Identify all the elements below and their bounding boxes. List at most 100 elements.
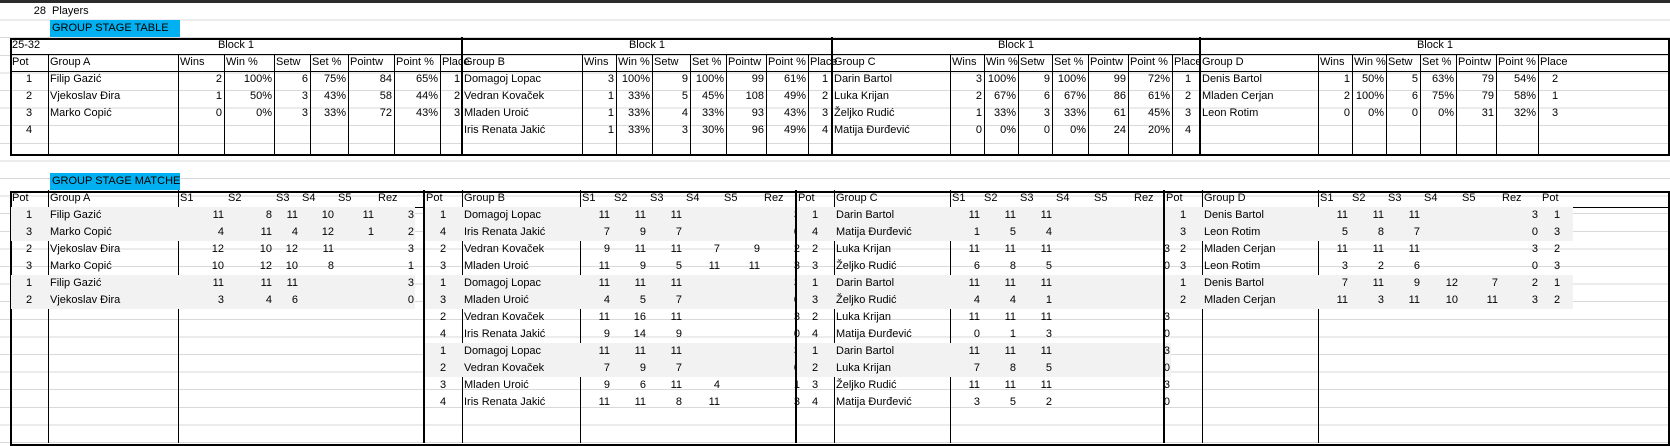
match-cell[interactable]: 8	[327, 260, 334, 272]
table-cell[interactable]: 32%	[1513, 107, 1536, 119]
block-title-group-d[interactable]: Block 1	[1416, 39, 1454, 51]
match-header-pot[interactable]: Pot	[1166, 192, 1183, 204]
match-cell[interactable]: 11	[1408, 294, 1420, 306]
match-cell[interactable]: 6	[291, 294, 298, 306]
table-cell[interactable]: 1	[25, 73, 33, 85]
match-cell[interactable]: 3	[439, 294, 447, 306]
match-cell[interactable]	[1054, 360, 1092, 377]
match-cell[interactable]: 3	[1531, 243, 1538, 255]
table-cell[interactable]: 0	[975, 124, 982, 136]
table-cell[interactable]: 1	[607, 124, 614, 136]
match-cell[interactable]: 1	[25, 277, 33, 289]
match-cell[interactable]	[722, 377, 762, 394]
match-cell[interactable]: 11	[708, 396, 720, 408]
match-header-s4[interactable]: S4	[1424, 192, 1438, 204]
match-header-s2[interactable]: S2	[1352, 192, 1366, 204]
match-cell[interactable]	[1092, 292, 1132, 309]
match-cell[interactable]: 3	[1163, 311, 1170, 323]
player-name[interactable]: Marko Copić	[50, 260, 112, 272]
match-cell[interactable]: 4	[811, 396, 819, 408]
table-header-pointw[interactable]: Pointw	[728, 56, 762, 68]
match-cell[interactable]: 11	[1486, 294, 1498, 306]
player-name[interactable]: Željko Rudić	[836, 379, 897, 391]
match-cell[interactable]: 2	[1045, 396, 1052, 408]
match-cell[interactable]: 12	[1445, 277, 1458, 289]
player-name[interactable]: Filip Gazić	[50, 277, 102, 289]
table-cell[interactable]: 20%	[1147, 124, 1170, 136]
match-cell[interactable]	[1092, 377, 1132, 394]
match-cell[interactable]	[1460, 258, 1500, 275]
table-cell[interactable]: 33%	[1063, 107, 1086, 119]
match-cell[interactable]: 11	[362, 209, 374, 221]
table-cell[interactable]: 79	[1481, 73, 1494, 85]
match-cell[interactable]: 11	[968, 311, 980, 323]
table-cell[interactable]: Denis Bartol	[1202, 73, 1262, 85]
table-header-setw[interactable]: Setw	[654, 56, 679, 68]
table-header-win-[interactable]: Win %	[1354, 56, 1386, 68]
table-cell[interactable]	[310, 122, 348, 139]
match-cell[interactable]: 3	[1553, 226, 1561, 238]
match-cell[interactable]: 10	[259, 243, 272, 255]
player-name[interactable]: Denis Bartol	[1204, 277, 1264, 289]
table-cell[interactable]: 6	[301, 73, 308, 85]
table-cell[interactable]: 61%	[783, 73, 806, 85]
match-cell[interactable]	[722, 360, 762, 377]
match-cell[interactable]: 11	[968, 209, 980, 221]
table-cell[interactable]: Leon Rotim	[1202, 107, 1259, 119]
match-cell[interactable]	[684, 292, 722, 309]
match-cell[interactable]: 6	[973, 260, 980, 272]
match-cell[interactable]	[1054, 241, 1092, 258]
table-cell[interactable]: 100%	[1057, 73, 1086, 85]
match-cell[interactable]	[336, 241, 376, 258]
match-cell[interactable]	[684, 326, 722, 343]
match-cell[interactable]: 11	[598, 277, 610, 289]
match-cell[interactable]: 1	[973, 226, 980, 238]
match-cell[interactable]: 8	[1009, 260, 1016, 272]
table-cell[interactable]	[224, 122, 274, 139]
table-cell[interactable]: 4	[25, 124, 33, 136]
match-cell[interactable]: 3	[407, 277, 414, 289]
match-cell[interactable]: 11	[598, 396, 610, 408]
table-cell[interactable]: 5	[681, 90, 688, 102]
table-cell[interactable]: 6	[1411, 90, 1418, 102]
match-cell[interactable]: 1	[1179, 277, 1187, 289]
player-name[interactable]: Vjekoslav Đira	[50, 243, 121, 255]
match-cell[interactable]	[1422, 241, 1460, 258]
match-cell[interactable]	[1092, 241, 1132, 258]
match-cell[interactable]	[1054, 207, 1092, 224]
match-header-s1[interactable]: S1	[1320, 192, 1334, 204]
match-cell[interactable]	[684, 360, 722, 377]
match-cell[interactable]: 11	[1004, 379, 1016, 391]
player-name[interactable]: Marko Copić	[50, 226, 112, 238]
table-cell[interactable]: 9	[681, 73, 688, 85]
match-cell[interactable]: 3	[1531, 209, 1538, 221]
match-cell[interactable]: 9	[639, 226, 646, 238]
table-cell[interactable]: 2	[821, 90, 829, 102]
table-cell[interactable]: 100%	[987, 73, 1016, 85]
table-cell[interactable]: 6	[1043, 90, 1050, 102]
match-cell[interactable]: 9	[753, 243, 760, 255]
match-cell[interactable]: 11	[1336, 294, 1348, 306]
table-cell[interactable]: 65%	[415, 73, 438, 85]
match-header-s5[interactable]: S5	[724, 192, 738, 204]
match-cell[interactable]: 0	[1531, 226, 1538, 238]
player-name[interactable]: Vedran Kovaček	[464, 362, 545, 374]
match-cell[interactable]: 11	[1004, 209, 1016, 221]
match-cell[interactable]: 5	[1341, 226, 1348, 238]
match-cell[interactable]	[336, 292, 376, 309]
match-cell[interactable]: 11	[212, 277, 224, 289]
match-cell[interactable]: 1	[811, 345, 819, 357]
match-cell[interactable]: 3	[973, 396, 980, 408]
match-cell[interactable]: 3	[811, 260, 819, 272]
match-cell[interactable]: 6	[1413, 260, 1420, 272]
table-cell[interactable]: 58	[379, 90, 392, 102]
table-cell[interactable]: 3	[301, 90, 308, 102]
player-name[interactable]: Željko Rudić	[836, 294, 897, 306]
match-cell[interactable]: 11	[670, 277, 682, 289]
players-count[interactable]: 28	[33, 5, 46, 17]
match-cell[interactable]: 16	[633, 311, 646, 323]
table-header-pointw[interactable]: Pointw	[1090, 56, 1124, 68]
table-cell[interactable]: Darin Bartol	[834, 73, 893, 85]
match-cell[interactable]: 8	[1009, 362, 1016, 374]
match-cell[interactable]: 11	[670, 345, 682, 357]
